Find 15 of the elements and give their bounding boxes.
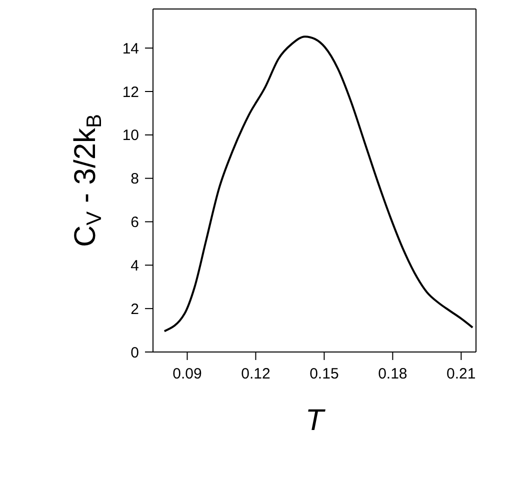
x-tick-label: 0.15 [310,366,339,383]
y-tick-label: 4 [130,257,139,274]
y-tick-label: 6 [130,214,139,232]
x-axis-title: T [305,404,326,437]
y-tick-label: 0 [130,344,139,362]
y-tick-label: 2 [130,300,139,318]
x-tick-label: 0.09 [172,366,202,383]
y-tick-label: 14 [122,40,139,58]
x-tick-label: 0.18 [378,366,408,383]
y-tick-label: 12 [122,84,139,101]
x-tick-label: 0.12 [241,366,270,383]
y-tick-label: 10 [122,127,139,144]
y-tick-label: 8 [130,170,139,188]
x-tick-label: 0.21 [446,366,476,383]
line-series [163,36,474,332]
